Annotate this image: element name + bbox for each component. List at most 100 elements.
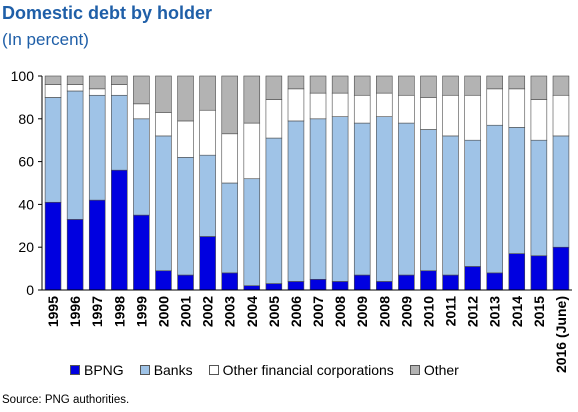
bar-segment xyxy=(199,154,216,237)
bar-segment xyxy=(133,103,150,120)
bar-segment xyxy=(442,94,459,137)
legend-item-banks: Banks xyxy=(139,362,193,378)
bar-segment xyxy=(398,94,415,124)
y-tick-label: 100 xyxy=(11,68,35,84)
bar-segment xyxy=(398,122,415,276)
x-tick-label: 2011 xyxy=(443,296,459,327)
bar-segment xyxy=(309,92,327,120)
bar-segment xyxy=(376,75,393,94)
bar-segment xyxy=(398,75,415,96)
bar-segment xyxy=(133,118,150,216)
bar-segment xyxy=(177,75,194,122)
bar-segment xyxy=(464,139,481,267)
bar-segment xyxy=(177,274,194,291)
x-tick-label: 2000 xyxy=(155,296,171,327)
bar-segment xyxy=(420,97,437,130)
bar-segment xyxy=(44,84,62,98)
source-note: Source: PNG authorities. xyxy=(2,394,130,406)
bar-segment xyxy=(243,285,261,291)
bar-segment xyxy=(552,135,570,248)
legend: BPNG Banks Other financial corporations … xyxy=(70,362,475,378)
bar-segment xyxy=(287,88,305,122)
bar-segment xyxy=(486,272,503,291)
bar-segment xyxy=(309,118,327,280)
bar-segment xyxy=(353,94,371,124)
bar-segment xyxy=(199,236,216,291)
x-tick-label: 2010 xyxy=(420,296,436,327)
bar-segment xyxy=(133,214,150,291)
bar-segment xyxy=(88,94,106,201)
x-tick-label: 2009 xyxy=(354,296,370,327)
bar-segment xyxy=(221,272,238,291)
bar-segment xyxy=(420,75,437,98)
bar-segment xyxy=(464,75,481,96)
bar-segment xyxy=(287,120,305,282)
legend-swatch-banks xyxy=(139,365,150,375)
bar-segment xyxy=(287,281,305,291)
bar-segment xyxy=(508,75,526,90)
bar-segment xyxy=(353,274,371,291)
bar-segment xyxy=(243,178,261,287)
bar-segment xyxy=(66,219,84,291)
bar-segment xyxy=(221,182,238,274)
x-tick-label: 1999 xyxy=(133,296,149,327)
bar-segment xyxy=(44,75,62,85)
bar-segment xyxy=(265,75,283,100)
bar-segment xyxy=(155,75,172,113)
bar-segment xyxy=(331,116,349,282)
x-tick-label: 2004 xyxy=(244,296,260,327)
x-tick-label: 2008 xyxy=(332,296,348,327)
bar-segment xyxy=(376,92,393,117)
y-tick-label: 80 xyxy=(18,111,34,127)
y-tick-label: 40 xyxy=(18,196,34,212)
bar-segment xyxy=(221,75,238,135)
x-tick-label: 1995 xyxy=(45,296,61,327)
bar-segment xyxy=(66,84,84,92)
bar-segment xyxy=(133,75,150,105)
bar-segment xyxy=(353,75,371,96)
bar-segment xyxy=(464,94,481,141)
bar-segment xyxy=(376,116,393,282)
bar-segment xyxy=(88,75,106,90)
x-tick-label: 1996 xyxy=(67,296,83,327)
bar-segment xyxy=(177,120,194,158)
y-tick-label: 60 xyxy=(18,154,34,170)
bar-segment xyxy=(155,112,172,137)
bar-segment xyxy=(177,157,194,276)
x-tick-label: 2002 xyxy=(200,296,216,327)
x-tick-label: 2007 xyxy=(310,296,326,327)
bar-segment xyxy=(66,90,84,220)
bar-segment xyxy=(530,99,548,141)
legend-swatch-other xyxy=(409,365,420,375)
bar-segment xyxy=(376,281,393,291)
legend-swatch-bpng xyxy=(70,365,80,375)
legend-label-other-financial: Other financial corporations xyxy=(222,362,394,378)
bar-segment xyxy=(287,75,305,90)
bar-segment xyxy=(398,274,415,291)
bar-segment xyxy=(552,94,570,137)
y-tick-label: 0 xyxy=(26,282,34,298)
bar-segment xyxy=(486,124,503,274)
x-tick-label: 2006 xyxy=(288,296,304,327)
x-tick-label: 2012 xyxy=(465,296,481,327)
bar-segment xyxy=(111,94,128,171)
bar-segment xyxy=(331,281,349,291)
x-tick-label: 1997 xyxy=(89,296,105,327)
x-tick-label: 2003 xyxy=(222,296,238,327)
bar-segment xyxy=(199,75,216,111)
x-tick-label: 2001 xyxy=(178,296,194,327)
bar-segment xyxy=(420,129,437,272)
bar-segment xyxy=(331,75,349,94)
bar-segment xyxy=(243,122,261,180)
bar-segment xyxy=(442,135,459,276)
bar-segment xyxy=(464,266,481,291)
bar-segment xyxy=(155,270,172,291)
bar-segment xyxy=(88,199,106,291)
legend-item-other: Other xyxy=(409,362,459,378)
legend-item-bpng: BPNG xyxy=(70,362,124,378)
bar-segment xyxy=(508,88,526,128)
bar-segment xyxy=(199,109,216,156)
bar-segment xyxy=(155,135,172,272)
bar-segment xyxy=(44,97,62,203)
